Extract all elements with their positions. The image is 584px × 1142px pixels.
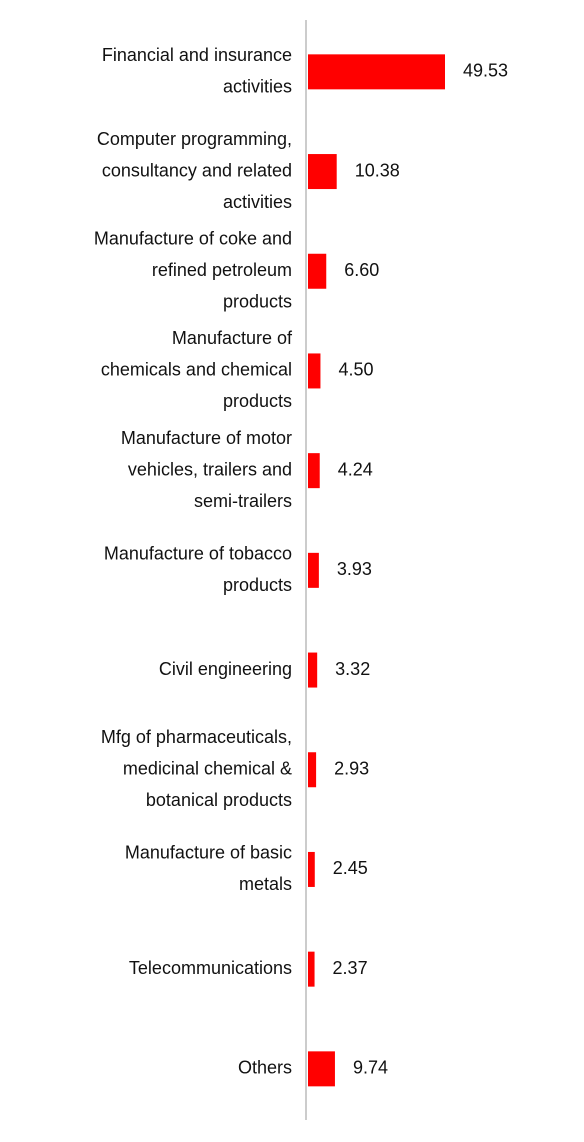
value-label-0: 49.53: [463, 61, 508, 81]
bar-1: [308, 154, 337, 190]
value-label-10: 9.74: [353, 1058, 388, 1078]
category-label-line: activities: [223, 76, 292, 96]
category-label-0: Financial and insurance activities: [102, 45, 292, 97]
bar-2: [308, 253, 327, 289]
value-label-2: 6.60: [344, 260, 379, 280]
category-label-line: Mfg of pharmaceuticals,: [101, 727, 292, 747]
bar-10: [308, 1051, 335, 1087]
value-labels-group: 49.53 10.38 6.60 4.50 4.24 3.93 3.32 2.93 2.45 2.…: [333, 61, 508, 1078]
category-label-line: vehicles, trailers and: [128, 459, 292, 479]
category-label-line: products: [223, 575, 292, 595]
category-label-line: Manufacture of basic: [125, 842, 292, 862]
bar-9: [308, 951, 315, 987]
bar-3: [308, 353, 321, 389]
category-label-4: Manufacture of motor vehicles, trailers a…: [121, 428, 292, 511]
category-label-3: Manufacture of chemicals and chemical prod…: [101, 328, 293, 411]
category-label-line: Others: [238, 1058, 292, 1078]
category-label-line: products: [223, 391, 292, 411]
category-label-line: chemicals and chemical: [101, 360, 292, 380]
value-label-1: 10.38: [355, 160, 400, 180]
category-label-line: semi-trailers: [194, 491, 292, 511]
value-label-5: 3.93: [337, 559, 372, 579]
bar-4: [308, 453, 320, 489]
category-label-8: Manufacture of basic metals: [125, 842, 292, 894]
category-label-2: Manufacture of coke and refined petroleum…: [94, 229, 292, 312]
category-label-line: Manufacture of coke and: [94, 229, 292, 249]
value-label-6: 3.32: [335, 659, 370, 679]
category-label-line: refined petroleum: [152, 260, 292, 280]
category-label-line: consultancy and related: [102, 160, 292, 180]
category-label-line: Telecommunications: [129, 958, 292, 978]
category-label-5: Manufacture of tobacco products: [104, 543, 292, 595]
category-label-line: activities: [223, 192, 292, 212]
bar-0: [308, 54, 445, 90]
value-label-3: 4.50: [338, 360, 373, 380]
category-label-line: products: [223, 292, 292, 312]
bars-group: [308, 54, 445, 1087]
category-label-line: Manufacture of motor: [121, 428, 292, 448]
category-label-line: metals: [239, 874, 292, 894]
category-label-line: botanical products: [146, 790, 292, 810]
category-label-line: Civil engineering: [159, 659, 292, 679]
category-label-1: Computer programming, consultancy and rel…: [97, 129, 292, 212]
bar-5: [308, 552, 319, 588]
value-label-4: 4.24: [338, 459, 373, 479]
category-labels-group: Financial and insurance activitiesCompute…: [94, 45, 293, 1078]
category-label-line: medicinal chemical &: [123, 759, 292, 779]
category-label-line: Financial and insurance: [102, 45, 292, 65]
category-label-6: Civil engineering: [159, 659, 292, 679]
bar-8: [308, 851, 315, 887]
value-label-9: 2.37: [333, 958, 368, 978]
category-label-9: Telecommunications: [129, 958, 292, 978]
bar-6: [308, 652, 318, 688]
category-label-line: Computer programming,: [97, 129, 292, 149]
value-label-7: 2.93: [334, 759, 369, 779]
category-label-line: Manufacture of: [172, 328, 293, 348]
category-label-10: Others: [238, 1058, 292, 1078]
bar-7: [308, 752, 317, 788]
value-label-8: 2.45: [333, 858, 368, 878]
category-label-7: Mfg of pharmaceuticals, medicinal chemica…: [101, 727, 292, 810]
category-label-line: Manufacture of tobacco: [104, 543, 292, 563]
